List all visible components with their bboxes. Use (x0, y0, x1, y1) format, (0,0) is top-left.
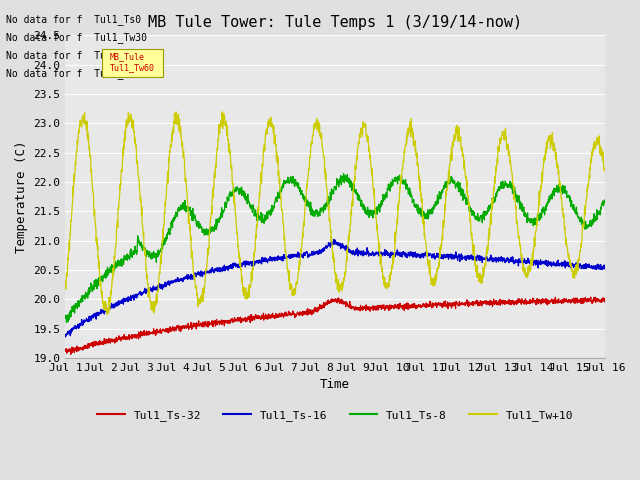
Text: No data for f  Tul1_Tw30: No data for f Tul1_Tw30 (6, 32, 147, 43)
Text: MB_Tule
Tul1_Tw60: MB_Tule Tul1_Tw60 (109, 52, 154, 72)
Title: MB Tule Tower: Tule Temps 1 (3/19/14-now): MB Tule Tower: Tule Temps 1 (3/19/14-now… (148, 15, 522, 30)
X-axis label: Time: Time (320, 378, 350, 391)
Y-axis label: Temperature (C): Temperature (C) (15, 141, 28, 253)
Text: No data for f  Tul1_Ts0: No data for f Tul1_Ts0 (6, 13, 141, 24)
Text: No data for f  Tul1_Tw50: No data for f Tul1_Tw50 (6, 50, 147, 61)
Legend: Tul1_Ts-32, Tul1_Ts-16, Tul1_Ts-8, Tul1_Tw+10: Tul1_Ts-32, Tul1_Ts-16, Tul1_Ts-8, Tul1_… (92, 406, 578, 425)
Text: No data for f  Tul1_Tw60: No data for f Tul1_Tw60 (6, 68, 147, 79)
